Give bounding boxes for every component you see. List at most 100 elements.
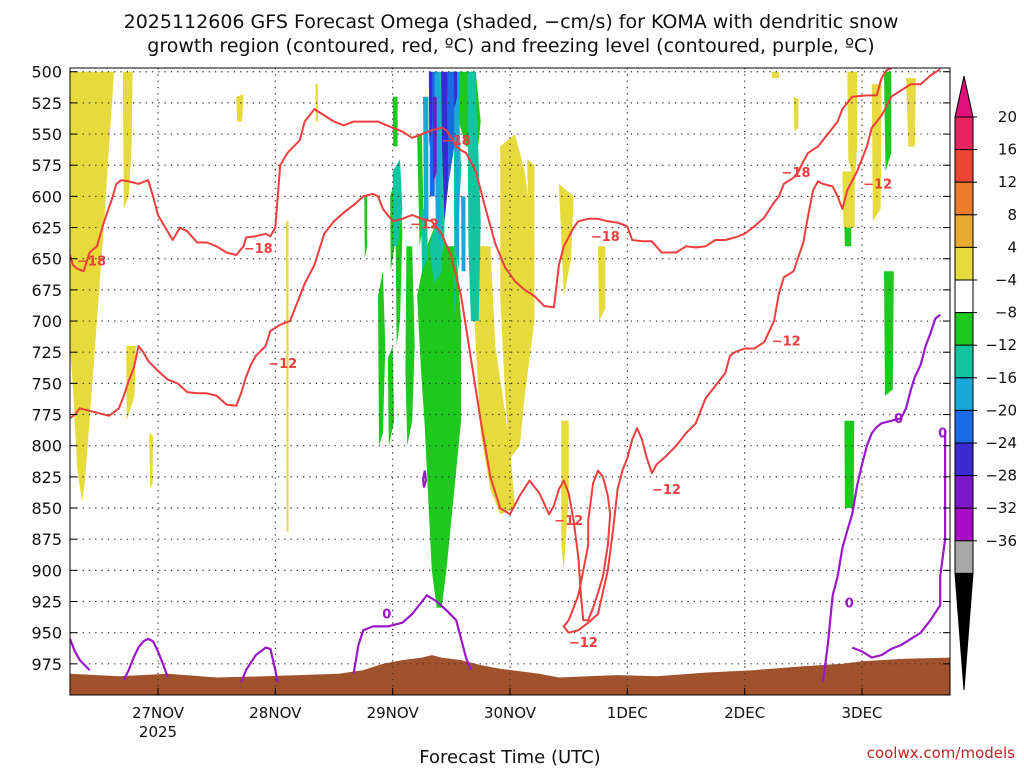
omega-patch [423, 97, 428, 222]
y-tick-label: 725 [31, 343, 62, 362]
omega-patch [598, 246, 605, 321]
contour-label: 0 [938, 427, 947, 442]
colorbar-label: −12 [985, 336, 1017, 354]
colorbar-swatch [955, 476, 973, 509]
colorbar-label: −24 [985, 434, 1017, 452]
colorbar-swatch [955, 117, 973, 150]
y-tick-label: 750 [31, 374, 62, 393]
x-tick-label: 1DEC [607, 704, 648, 722]
omega-patch [70, 72, 114, 502]
freezing-level-contour-line [423, 471, 426, 487]
colorbar-label: −36 [985, 532, 1017, 550]
contour-label: −18 [244, 242, 273, 257]
y-tick-label: 975 [31, 655, 62, 674]
colorbar-top-cap [955, 76, 973, 117]
omega-patch [236, 94, 243, 121]
contour-label: −12 [772, 334, 801, 349]
colorbar-label: 12 [998, 173, 1017, 191]
contour-label: −12 [268, 357, 297, 372]
freezing-level-contour-line [852, 433, 945, 657]
contour-label: −18 [442, 134, 471, 149]
colorbar-swatch [955, 345, 973, 378]
omega-patch [847, 72, 857, 184]
omega-patch [872, 84, 882, 221]
y-tick-label: 700 [31, 312, 62, 331]
colorbar-swatch [955, 508, 973, 541]
contour-label: −12 [863, 177, 892, 192]
y-tick-label: 950 [31, 624, 62, 643]
credit-text: coolwx.com/models [867, 744, 1015, 762]
y-tick-label: 550 [31, 125, 62, 144]
x-tick-label: 29NOV [367, 704, 420, 722]
y-tick-label: 575 [31, 156, 62, 175]
colorbar-label: 20 [998, 108, 1017, 126]
omega-patch [286, 221, 288, 533]
y-tick-label: 800 [31, 437, 62, 456]
omega-patch [884, 72, 891, 172]
omega-patch [844, 421, 854, 508]
contour-label: −12 [410, 217, 439, 232]
x-tick-label: 28NOV [249, 704, 302, 722]
colorbar-swatch [955, 150, 973, 183]
colorbar-bottom-cap [955, 573, 973, 690]
y-tick-label: 850 [31, 499, 62, 518]
contour-label: −12 [554, 514, 583, 529]
contour-label: −18 [782, 166, 811, 181]
chart-title-line-1: 2025112606 GFS Forecast Omega (shaded, −… [124, 11, 899, 33]
freezing-level-contour-line [823, 315, 940, 683]
chart-title-line-2: growth region (contoured, red, ºC) and f… [147, 35, 874, 57]
colorbar-label: −28 [985, 467, 1017, 485]
colorbar-swatch [955, 182, 973, 215]
omega-patch [405, 246, 414, 445]
colorbar-swatch [955, 313, 973, 346]
omega-patch [149, 433, 153, 489]
colorbar-label: 16 [998, 141, 1017, 159]
y-tick-label: 500 [31, 63, 62, 82]
colorbar-swatch [955, 378, 973, 411]
contour-label: −12 [569, 636, 598, 651]
y-tick-label: 625 [31, 219, 62, 238]
colorbar-swatch [955, 280, 973, 313]
y-tick-label: 875 [31, 530, 62, 549]
y-tick-label: 600 [31, 187, 62, 206]
colorbar-label: −16 [985, 369, 1017, 387]
contour-label: −18 [591, 230, 620, 245]
freezing-level-contour-line [70, 639, 90, 670]
contour-label: 0 [894, 412, 903, 427]
x-tick-label: 27NOV [132, 704, 185, 722]
omega-patch [447, 72, 454, 184]
colorbar-label: −8 [995, 304, 1017, 322]
colorbar-label: −4 [995, 271, 1017, 289]
omega-patch [378, 271, 385, 446]
omega-patch [561, 421, 568, 571]
omega-patch [461, 196, 465, 271]
contour-label: 0 [845, 596, 854, 611]
x-axis-title: Forecast Time (UTC) [419, 747, 600, 768]
colorbar: 20161284−4−8−12−16−20−24−28−32−36 [955, 76, 1017, 690]
y-tick-label: 825 [31, 468, 62, 487]
colorbar-swatch [955, 541, 973, 574]
colorbar-label: −32 [985, 499, 1017, 517]
y-tick-label: 675 [31, 281, 62, 300]
x-tick-label: 3DEC [841, 704, 882, 722]
freezing-level-contour-line [124, 639, 168, 680]
omega-patch [393, 97, 398, 147]
contour-label: 0 [382, 607, 391, 622]
y-tick-label: 900 [31, 561, 62, 580]
colorbar-swatch [955, 443, 973, 476]
x-tick-label: 30NOV [484, 704, 537, 722]
omega-patch [772, 72, 779, 78]
colorbar-label: 4 [1007, 238, 1017, 256]
colorbar-label: −20 [985, 401, 1017, 419]
contour-label: −18 [77, 255, 106, 270]
omega-patch [884, 271, 894, 396]
omega-patch [906, 78, 916, 147]
omega-patch [794, 97, 799, 132]
omega-patch [123, 72, 133, 209]
omega-patch [844, 228, 851, 247]
y-tick-label: 775 [31, 406, 62, 425]
contour-label: −12 [652, 483, 681, 498]
colorbar-swatch [955, 247, 973, 280]
